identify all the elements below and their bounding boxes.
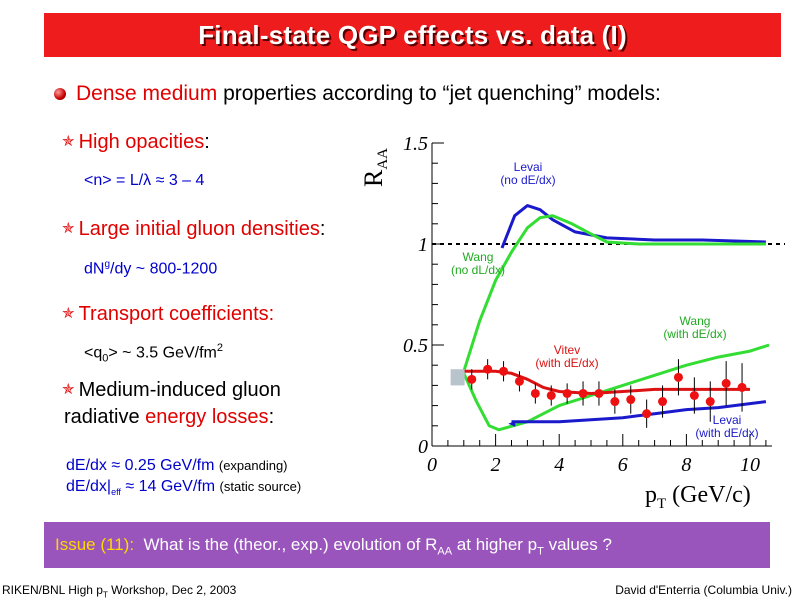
star-icon: ✯	[62, 220, 75, 237]
series-wang-no-dl-dx	[462, 214, 766, 372]
data-point	[546, 391, 556, 400]
slide-title: Final-state QGP effects vs. data (I)	[198, 19, 627, 50]
star-icon: ✯	[62, 305, 75, 322]
data-point	[705, 397, 715, 407]
item-energy-loss-head: Medium-induced gluon	[78, 379, 281, 401]
star-icon: ✯	[62, 381, 75, 398]
main-point-highlight: Dense medium	[76, 82, 218, 105]
series-vitev-with-de-dx	[463, 369, 750, 395]
series-label-wang-with-de-dx: (with dE/dx)	[663, 327, 726, 341]
star-icon: ✯	[62, 133, 75, 150]
item-transport-value: <q0> ~ 3.5 GeV/fm2	[84, 342, 223, 365]
data-point	[467, 374, 477, 384]
x-tick-label: 8	[681, 454, 691, 476]
data-point	[610, 397, 620, 407]
loss-expanding: dE/dx ≈ 0.25 GeV/fm (expanding)	[66, 457, 288, 474]
data-point	[594, 388, 604, 398]
data-point	[530, 388, 540, 398]
x-tick-label: 10	[740, 454, 760, 476]
item-opacities-tail: :	[204, 131, 210, 153]
data-point	[689, 391, 699, 400]
item-opacities: ✯ High opacities:	[62, 131, 210, 154]
issue-text: Issue (11): What is the (theor., exp.) e…	[55, 535, 612, 558]
item-transport: ✯ Transport coefficients:	[62, 303, 274, 326]
series-label-levai-with-de-dx: (with dE/dx)	[695, 426, 758, 440]
x-tick-label: 6	[618, 454, 628, 476]
x-tick-label: 4	[554, 454, 564, 476]
item-opacities-value: <n> = L/λ ≈ 3 – 4	[84, 172, 205, 189]
series-wang-with-de-dx	[462, 343, 770, 432]
item-transport-head: Transport coefficients:	[78, 303, 275, 325]
footer-right: David d'Enterria (Columbia Univ.)	[615, 583, 792, 597]
data-point	[562, 388, 572, 398]
item-opacities-head: High opacities	[78, 131, 205, 153]
x-axis-label: pT (GeV/c)	[645, 482, 751, 512]
issue-label: Issue (11):	[55, 535, 135, 554]
series-label-wang-with-de-dx: Wang	[680, 314, 711, 328]
series-label-levai-no-de-dx: (no dE/dx)	[500, 173, 555, 187]
item-gluon-densities: ✯ Large initial gluon densities:	[62, 218, 325, 241]
series-levai-no-de-dx	[500, 204, 766, 249]
data-point	[642, 409, 652, 419]
series-label-vitev-with-de-dx: Vitev	[554, 343, 580, 357]
data-point	[673, 372, 683, 382]
data-point	[737, 382, 747, 392]
loss-static: dE/dx|eff ≈ 14 GeV/fm (static source)	[66, 478, 302, 498]
issue-box	[44, 522, 770, 568]
data-point	[514, 376, 524, 386]
series-label-levai-no-de-dx: Levai	[514, 160, 543, 174]
footer-left: RIKEN/BNL High pT Workshop, Dec 2, 2003	[2, 583, 237, 600]
bullet-ball-icon	[54, 88, 66, 100]
series-label-wang-no-dl-dx: Wang	[463, 250, 494, 264]
item-gluon-densities-value: dNg/dy ~ 800-1200	[84, 259, 218, 278]
data-point	[721, 378, 731, 388]
systematic-box	[450, 369, 465, 386]
item-gluon-densities-tail: :	[319, 218, 326, 240]
data-point	[658, 397, 668, 407]
y-axis-label: RAA	[359, 148, 391, 187]
y-tick-label: 1.5	[403, 133, 428, 155]
main-point-rest: properties according to “jet quenching” …	[217, 82, 661, 105]
series-label-levai-with-de-dx: Levai	[713, 413, 742, 427]
series-label-vitev-with-de-dx: (with dE/dx)	[535, 356, 598, 370]
levai-dedx-arrow-icon	[508, 420, 516, 427]
item-energy-loss: ✯ Medium-induced gluon	[62, 379, 281, 402]
item-gluon-densities-head: Large initial gluon densities	[78, 218, 320, 240]
series-label-wang-no-dl-dx: (no dL/dx)	[451, 263, 505, 277]
data-point	[499, 366, 509, 376]
item-energy-loss-line2: radiative energy losses:	[64, 406, 275, 428]
y-tick-label: 0	[418, 436, 428, 458]
y-tick-label: 0.5	[403, 335, 428, 357]
title-bar: Final-state QGP effects vs. data (I)	[44, 13, 781, 57]
data-point	[483, 364, 493, 374]
data-point	[578, 388, 588, 398]
x-tick-label: 0	[427, 454, 437, 476]
y-tick-label: 1	[418, 234, 428, 256]
series-levai-with-de-dx	[511, 400, 767, 424]
data-point	[626, 395, 636, 405]
main-point: Dense medium properties according to “je…	[76, 82, 661, 106]
x-tick-label: 2	[491, 454, 501, 476]
